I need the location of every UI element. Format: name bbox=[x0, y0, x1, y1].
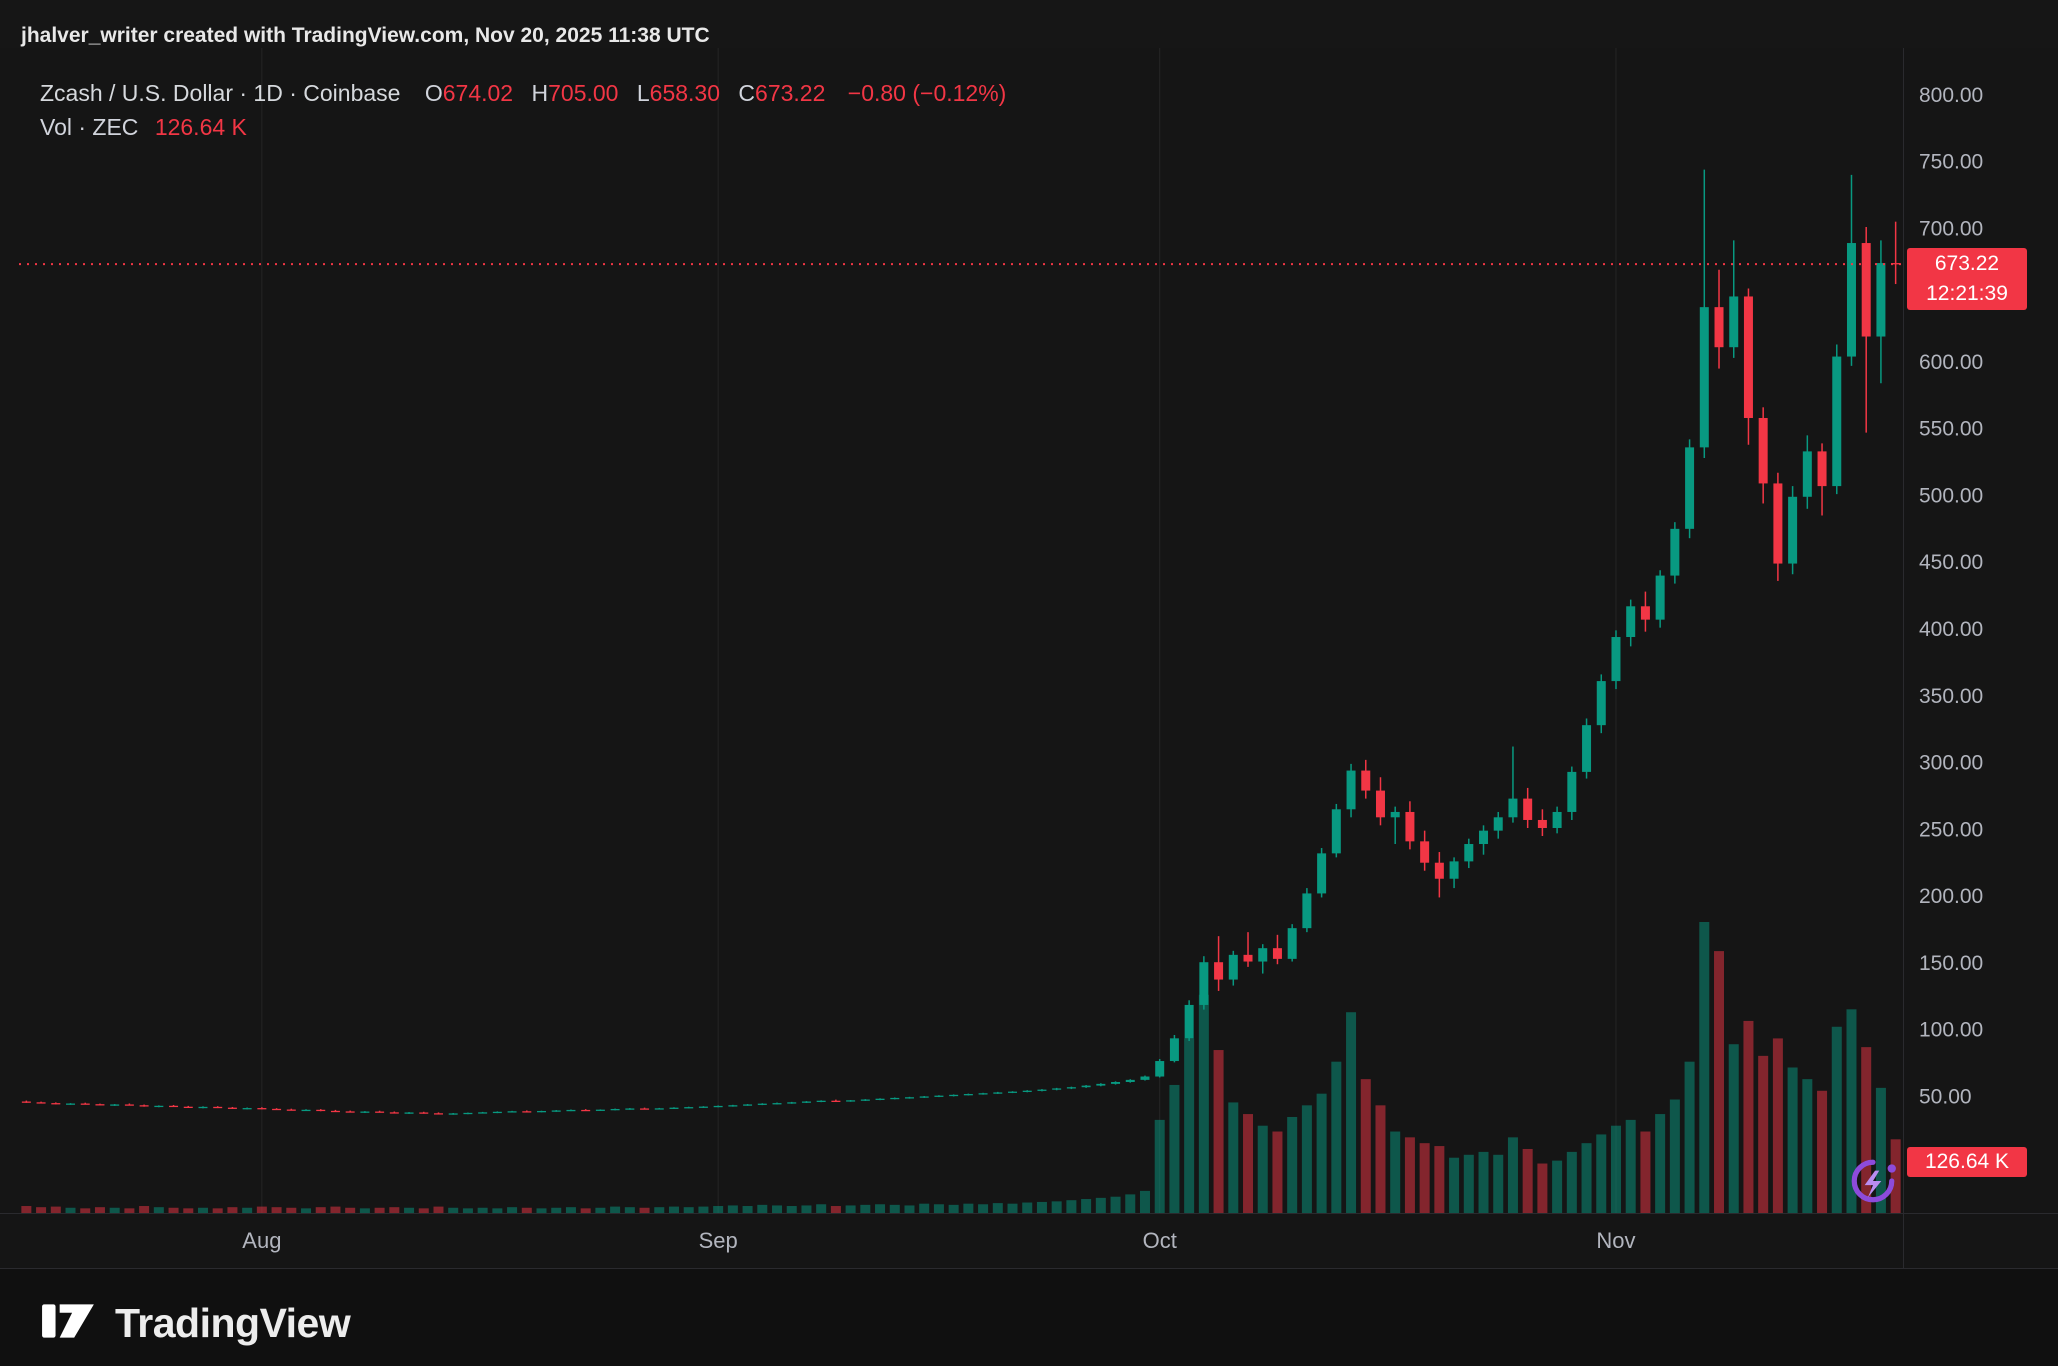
svg-text:Nov: Nov bbox=[1596, 1228, 1635, 1253]
time-axis[interactable] bbox=[0, 1214, 2058, 1268]
open-label: O bbox=[424, 80, 443, 106]
legend-row-volume: Vol · ZEC 126.64 K bbox=[40, 110, 1006, 144]
tradingview-logo-mark-icon bbox=[40, 1298, 98, 1349]
svg-text:450.00: 450.00 bbox=[1919, 551, 1983, 574]
change-value: −0.80 (−0.12%) bbox=[847, 80, 1007, 106]
open-value: 674.02 bbox=[442, 80, 514, 106]
low-label: L bbox=[636, 80, 650, 106]
svg-text:Sep: Sep bbox=[699, 1228, 738, 1253]
svg-text:Aug: Aug bbox=[242, 1228, 281, 1253]
tradingview-logo[interactable]: TradingView bbox=[40, 1298, 351, 1349]
symbol-title[interactable]: Zcash / U.S. Dollar · 1D · Coinbase bbox=[40, 80, 401, 106]
attribution-text: jhalver_writer created with TradingView.… bbox=[21, 24, 710, 47]
svg-text:150.00: 150.00 bbox=[1919, 952, 1983, 975]
chart-legend: Zcash / U.S. Dollar · 1D · Coinbase O674… bbox=[40, 76, 1006, 144]
svg-text:100.00: 100.00 bbox=[1919, 1019, 1983, 1042]
high-pair: H705.00 bbox=[531, 80, 618, 106]
svg-text:700.00: 700.00 bbox=[1919, 217, 1983, 240]
legend-row-symbol: Zcash / U.S. Dollar · 1D · Coinbase O674… bbox=[40, 76, 1006, 110]
svg-text:500.00: 500.00 bbox=[1919, 484, 1983, 507]
svg-text:250.00: 250.00 bbox=[1919, 818, 1983, 841]
open-pair: O674.02 bbox=[425, 80, 513, 106]
svg-text:50.00: 50.00 bbox=[1919, 1085, 1972, 1108]
low-pair: L658.30 bbox=[637, 80, 720, 106]
price-axis[interactable] bbox=[1904, 48, 2058, 1213]
close-pair: C673.22 bbox=[738, 80, 825, 106]
volume-label: Vol · ZEC bbox=[40, 114, 139, 140]
attribution-bar: jhalver_writer created with TradingView.… bbox=[0, 0, 2058, 48]
low-value: 658.30 bbox=[649, 80, 721, 106]
svg-text:300.00: 300.00 bbox=[1919, 752, 1983, 775]
spark-icon bbox=[1848, 1156, 1898, 1206]
volume-value: 126.64 K bbox=[154, 114, 247, 140]
svg-text:350.00: 350.00 bbox=[1919, 685, 1983, 708]
close-label: C bbox=[738, 80, 756, 106]
last-volume-tag: 126.64 K bbox=[1907, 1147, 2027, 1178]
brand-text: TradingView bbox=[115, 1300, 351, 1346]
svg-text:750.00: 750.00 bbox=[1919, 151, 1983, 174]
svg-text:Oct: Oct bbox=[1143, 1228, 1177, 1253]
svg-text:800.00: 800.00 bbox=[1919, 84, 1983, 107]
svg-text:200.00: 200.00 bbox=[1919, 885, 1983, 908]
svg-text:550.00: 550.00 bbox=[1919, 418, 1983, 441]
svg-text:600.00: 600.00 bbox=[1919, 351, 1983, 374]
svg-text:400.00: 400.00 bbox=[1919, 618, 1983, 641]
close-value: 673.22 bbox=[755, 80, 826, 106]
last-price-tag: 673.22 12:21:39 bbox=[1907, 248, 2027, 311]
high-value: 705.00 bbox=[548, 80, 619, 106]
high-label: H bbox=[531, 80, 549, 106]
last-price-value: 673.22 bbox=[1934, 252, 2000, 276]
bar-countdown: 12:21:39 bbox=[1926, 282, 2008, 306]
